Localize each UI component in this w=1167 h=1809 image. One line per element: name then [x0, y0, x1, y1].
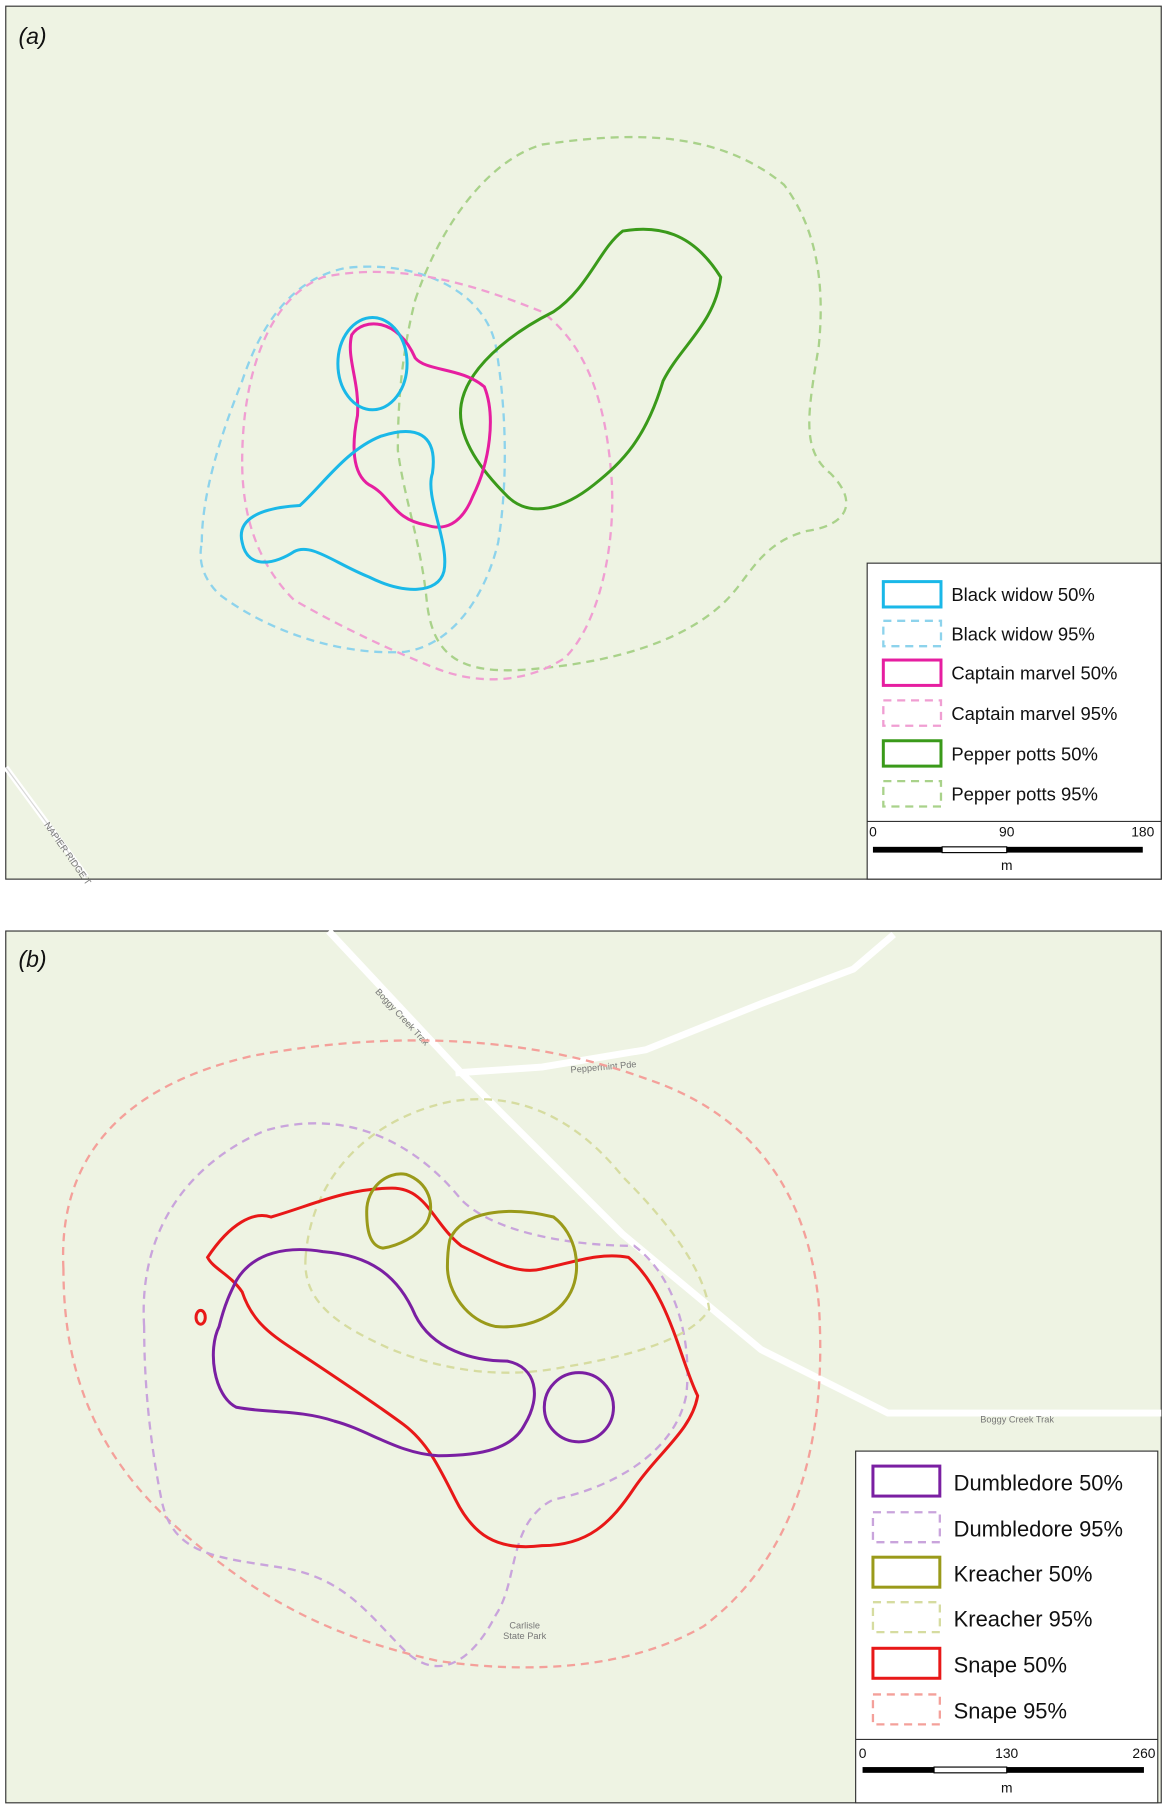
legend-entry: Dumbledore 95% — [954, 1516, 1123, 1541]
pepper-potts-95 — [396, 135, 848, 672]
panel-label: (a) — [18, 23, 46, 49]
captain-marvel-95 — [241, 270, 614, 681]
legend-swatch — [871, 1555, 942, 1589]
captain-marvel-50 — [348, 322, 492, 529]
dumbledore-50 — [211, 1248, 536, 1458]
road — [455, 931, 896, 1077]
legend-entry: Black widow 95% — [951, 623, 1094, 644]
scale-unit: m — [1001, 857, 1013, 873]
map-panel-a: NAPIER RIDGE T (a) Black widow 50% Black… — [3, 5, 1162, 887]
legend-swatch — [871, 1601, 941, 1634]
legend-swatch — [881, 580, 943, 609]
legend-swatch — [881, 739, 943, 768]
legend-box — [866, 562, 1162, 880]
legend-swatch — [871, 1464, 942, 1498]
road — [326, 928, 1162, 1417]
legend: Dumbledore 50% Dumbledore 95% Kreacher 5… — [855, 1450, 1159, 1804]
legend-box — [855, 1450, 1159, 1804]
legend-swatch — [881, 658, 943, 687]
black-widow-50 — [239, 430, 447, 591]
scale-bar — [872, 846, 943, 853]
legend-swatch — [882, 619, 943, 648]
scale-unit: m — [1001, 1779, 1013, 1795]
scale-label: 130 — [995, 1745, 1018, 1761]
legend-entry: Black widow 50% — [951, 584, 1094, 605]
scale-label: 0 — [869, 823, 877, 839]
legend-swatch — [871, 1646, 942, 1680]
road-edge — [5, 766, 87, 878]
scale-label: 260 — [1132, 1745, 1155, 1761]
scale-label: 0 — [859, 1745, 867, 1761]
place-label: Carlisle — [509, 1621, 540, 1631]
legend-swatch — [882, 779, 943, 808]
legend-entry: Pepper potts 95% — [951, 784, 1098, 805]
legend-entry: Captain marvel 50% — [951, 663, 1117, 684]
scale-bar — [862, 1767, 935, 1773]
legend: Black widow 50% Black widow 95% Captain … — [866, 562, 1162, 880]
scale-bar — [941, 846, 1008, 854]
scale-bar — [1006, 846, 1143, 853]
kreacher-50 — [365, 1172, 433, 1250]
legend-entry: Kreacher 50% — [954, 1561, 1093, 1586]
road-label: Boggy Creek Trak — [980, 1414, 1054, 1424]
scale-label: 90 — [999, 823, 1015, 839]
dumbledore-50 — [542, 1371, 615, 1444]
snape-50 — [205, 1186, 700, 1549]
place-label: State Park — [503, 1631, 546, 1641]
kreacher-95 — [304, 1098, 711, 1374]
legend-entry: Pepper potts 50% — [951, 743, 1098, 764]
scale-bar — [1006, 1767, 1144, 1773]
legend-entry: Snape 50% — [954, 1653, 1067, 1678]
snape-50 — [194, 1308, 207, 1326]
legend-entry: Captain marvel 95% — [951, 703, 1117, 724]
map-panel-b: Boggy Creek Trak Peppermint Pde Boggy Cr… — [5, 928, 1162, 1804]
legend-swatch — [882, 699, 943, 727]
pepper-potts-50 — [459, 227, 723, 511]
legend-entry: Dumbledore 50% — [954, 1470, 1123, 1495]
kreacher-50 — [445, 1209, 579, 1329]
scale-label: 180 — [1131, 823, 1154, 839]
black-widow-50 — [336, 316, 409, 412]
black-widow-95 — [199, 265, 506, 654]
legend-swatch — [871, 1693, 941, 1726]
dumbledore-95 — [142, 1122, 689, 1668]
scale-bar — [933, 1766, 1008, 1774]
legend-entry: Kreacher 95% — [954, 1606, 1093, 1631]
legend-swatch — [871, 1511, 941, 1544]
legend-entry: Snape 95% — [954, 1699, 1067, 1724]
panel-label: (b) — [18, 946, 46, 972]
